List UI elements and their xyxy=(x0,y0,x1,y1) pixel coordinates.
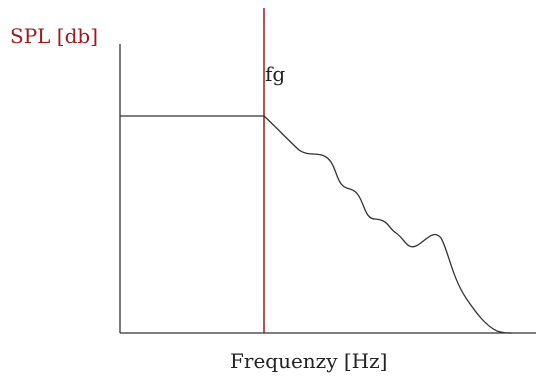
cutoff-frequency-label: fg xyxy=(265,62,285,86)
y-axis-label: SPL [db] xyxy=(10,24,98,48)
x-axis-label: Frequenzy [Hz] xyxy=(230,349,387,373)
spl-response-curve xyxy=(120,115,513,334)
